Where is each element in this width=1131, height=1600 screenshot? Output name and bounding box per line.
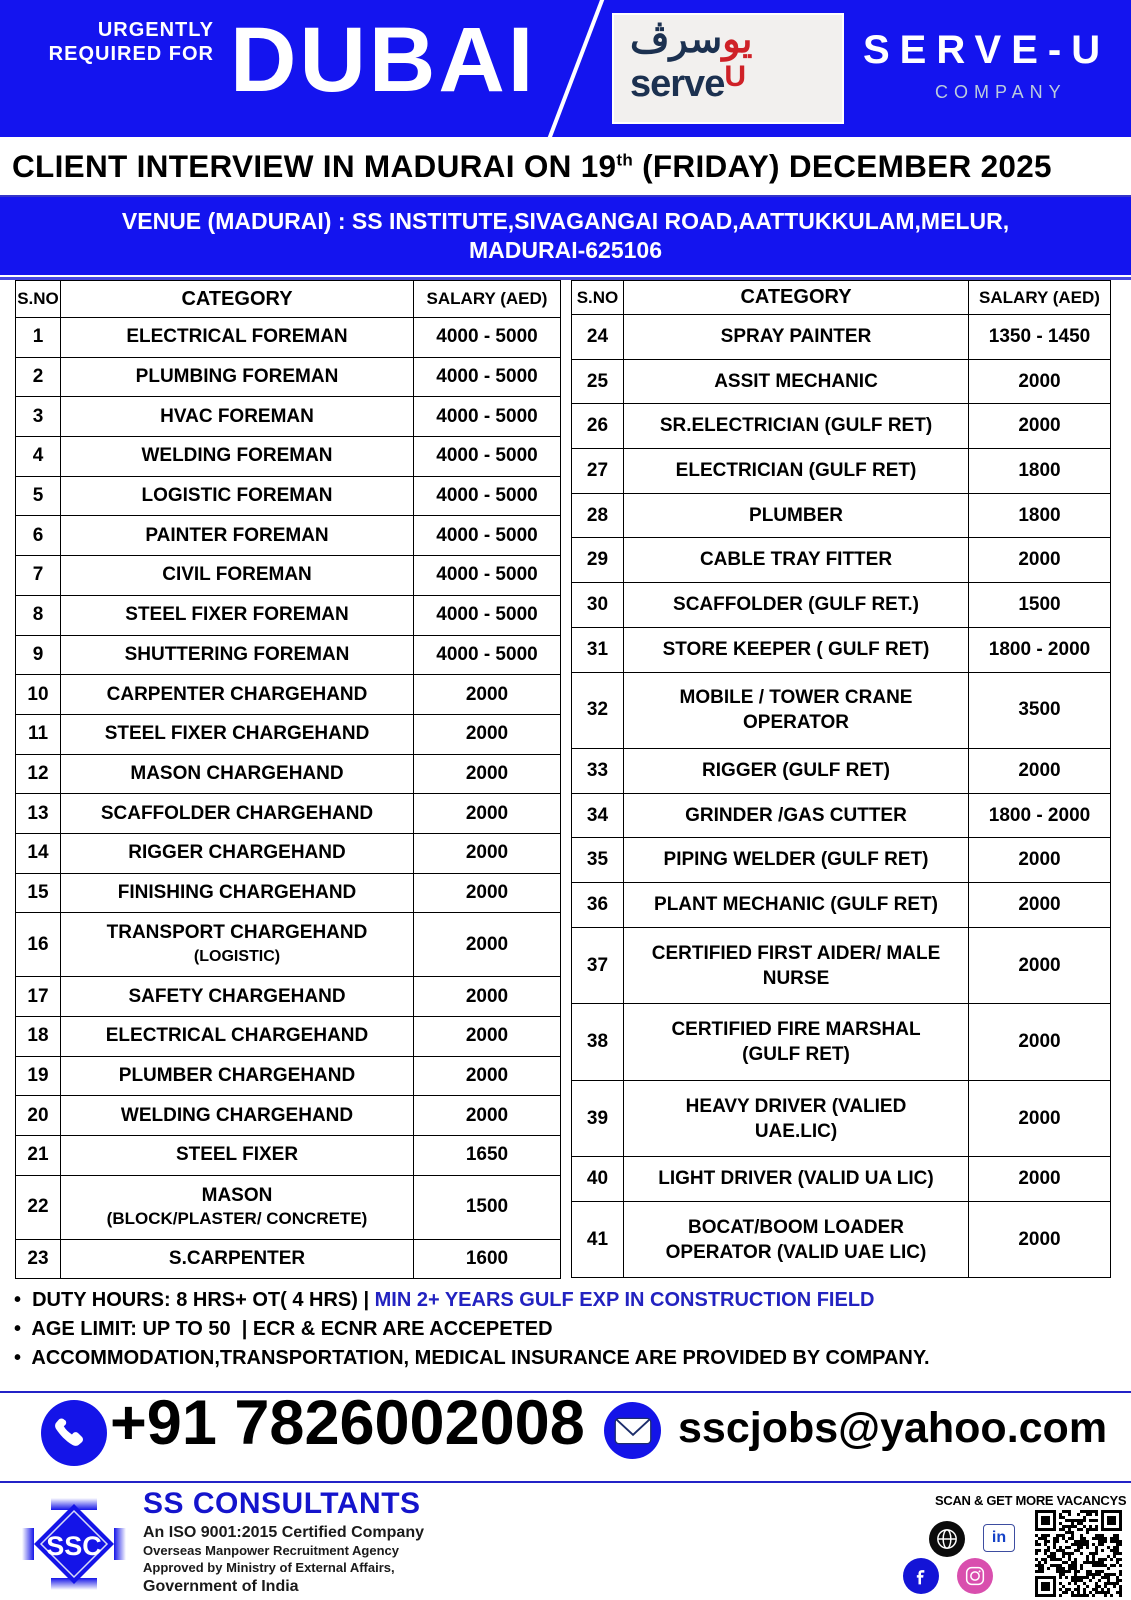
svg-text:SSC: SSC <box>46 1531 102 1561</box>
